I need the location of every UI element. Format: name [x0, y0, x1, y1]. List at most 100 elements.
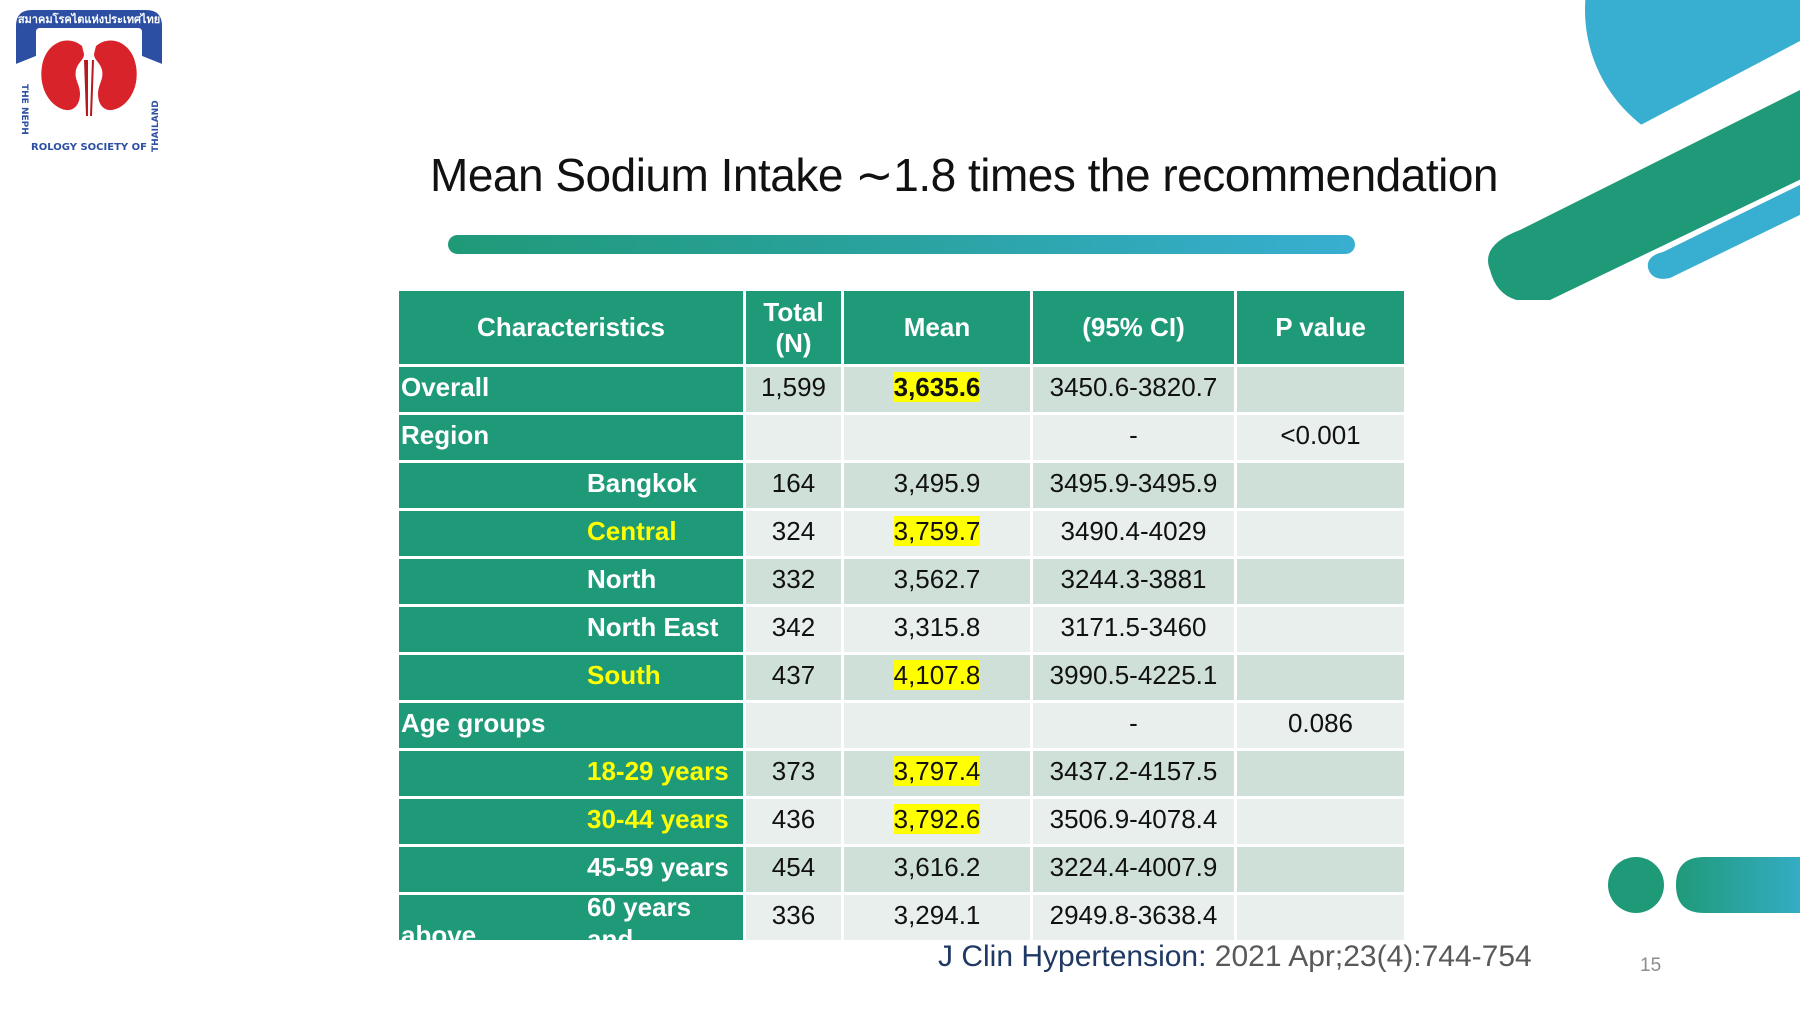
row-mean [841, 412, 1033, 463]
row-p [1234, 892, 1407, 943]
header-characteristics: Characteristics [396, 288, 746, 367]
page-number: 15 [1640, 955, 1662, 976]
row-p: <0.001 [1234, 412, 1407, 463]
row-n: 324 [743, 508, 844, 559]
table-row: Region - <0.001 [396, 412, 1407, 463]
highlighted-mean: 3,635.6 [893, 372, 981, 402]
row-ci: - [1030, 412, 1237, 463]
table-row: South 437 4,107.8 3990.5-4225.1 [396, 652, 1407, 703]
row-label: North East [396, 604, 746, 655]
svg-text:ROLOGY SOCIETY OF: ROLOGY SOCIETY OF [31, 142, 147, 153]
row-ci: 3437.2-4157.5 [1030, 748, 1237, 799]
row-label: 18-29 years [396, 748, 746, 799]
row-mean: 4,107.8 [841, 652, 1033, 703]
row-ci: 3224.4-4007.9 [1030, 844, 1237, 895]
sodium-intake-table: Characteristics Total (N) Mean (95% CI) … [396, 288, 1407, 954]
header-p-value: P value [1234, 288, 1407, 367]
decorative-shapes-bottom [1608, 857, 1800, 913]
table-row: Overall 1,599 3,635.6 3450.6-3820.7 [396, 364, 1407, 415]
row-ci: 3490.4-4029 [1030, 508, 1237, 559]
row-p [1234, 508, 1407, 559]
highlighted-mean: 3,792.6 [893, 804, 981, 834]
row-label: Overall [396, 364, 746, 415]
table-row: 18-29 years 373 3,797.4 3437.2-4157.5 [396, 748, 1407, 799]
highlighted-mean: 3,759.7 [893, 516, 981, 546]
row-n: 436 [743, 796, 844, 847]
table-row: 45-59 years 454 3,616.2 3224.4-4007.9 [396, 844, 1407, 895]
row-n: 437 [743, 652, 844, 703]
row-p: 0.086 [1234, 700, 1407, 751]
citation: J Clin Hypertension: 2021 Apr;23(4):744-… [938, 940, 1532, 974]
row-p [1234, 364, 1407, 415]
row-ci: 3495.9-3495.9 [1030, 460, 1237, 511]
decorative-shapes-top [1480, 0, 1800, 300]
row-label: 60 years and above [396, 892, 746, 954]
table-row: North East 342 3,315.8 3171.5-3460 [396, 604, 1407, 655]
row-ci: 3990.5-4225.1 [1030, 652, 1237, 703]
row-n: 336 [743, 892, 844, 943]
row-mean: 3,294.1 [841, 892, 1033, 943]
row-p [1234, 556, 1407, 607]
row-label: South [396, 652, 746, 703]
row-mean: 3,495.9 [841, 460, 1033, 511]
row-p [1234, 604, 1407, 655]
row-label-line1: 60 years and [587, 892, 692, 954]
table-header-row: Characteristics Total (N) Mean (95% CI) … [396, 288, 1407, 367]
row-n: 164 [743, 460, 844, 511]
header-total: Total (N) [743, 288, 844, 367]
row-n [743, 412, 844, 463]
row-label: 45-59 years [396, 844, 746, 895]
row-ci: 2949.8-3638.4 [1030, 892, 1237, 943]
table-row: 30-44 years 436 3,792.6 3506.9-4078.4 [396, 796, 1407, 847]
row-n [743, 700, 844, 751]
svg-text:สมาคมโรคไตแห่งประเทศไทย: สมาคมโรคไตแห่งประเทศไทย [18, 12, 160, 26]
row-mean [841, 700, 1033, 751]
row-label: North [396, 556, 746, 607]
row-mean: 3,759.7 [841, 508, 1033, 559]
row-p [1234, 796, 1407, 847]
row-n: 342 [743, 604, 844, 655]
row-n: 454 [743, 844, 844, 895]
header-mean: Mean [841, 288, 1033, 367]
row-label: Region [396, 412, 746, 463]
svg-text:THE NEPH: THE NEPH [19, 84, 29, 135]
row-mean: 3,616.2 [841, 844, 1033, 895]
row-p [1234, 460, 1407, 511]
highlighted-mean: 3,797.4 [893, 756, 981, 786]
row-mean: 3,315.8 [841, 604, 1033, 655]
row-n: 1,599 [743, 364, 844, 415]
row-ci: 3506.9-4078.4 [1030, 796, 1237, 847]
row-p [1234, 652, 1407, 703]
table-row: Age groups - 0.086 [396, 700, 1407, 751]
row-label: 30-44 years [396, 796, 746, 847]
row-mean: 3,562.7 [841, 556, 1033, 607]
table-row: Bangkok 164 3,495.9 3495.9-3495.9 [396, 460, 1407, 511]
row-mean: 3,792.6 [841, 796, 1033, 847]
header-ci: (95% CI) [1030, 288, 1237, 367]
row-mean: 3,635.6 [841, 364, 1033, 415]
highlighted-mean: 4,107.8 [893, 660, 981, 690]
table-row: North 332 3,562.7 3244.3-3881 [396, 556, 1407, 607]
row-ci: - [1030, 700, 1237, 751]
row-ci: 3244.3-3881 [1030, 556, 1237, 607]
row-ci: 3450.6-3820.7 [1030, 364, 1237, 415]
row-p [1234, 748, 1407, 799]
slide-title: Mean Sodium Intake ∼1.8 times the recomm… [430, 149, 1498, 201]
citation-reference: 2021 Apr;23(4):744-754 [1214, 940, 1532, 973]
row-ci: 3171.5-3460 [1030, 604, 1237, 655]
row-label: Bangkok [396, 460, 746, 511]
kidney-icon [41, 40, 137, 116]
row-p [1234, 844, 1407, 895]
svg-text:THAILAND: THAILAND [151, 100, 161, 152]
row-mean: 3,797.4 [841, 748, 1033, 799]
row-n: 373 [743, 748, 844, 799]
table-row: Central 324 3,759.7 3490.4-4029 [396, 508, 1407, 559]
row-label: Central [396, 508, 746, 559]
row-label: Age groups [396, 700, 746, 751]
title-underline-bar [448, 235, 1355, 254]
citation-journal: J Clin Hypertension: [938, 940, 1215, 973]
row-n: 332 [743, 556, 844, 607]
table-row: 60 years and above 336 3,294.1 2949.8-36… [396, 892, 1407, 954]
row-label-line2: above [401, 920, 477, 950]
nephrology-society-logo: สมาคมโรคไตแห่งประเทศไทย THE NEPH ROLOGY … [10, 6, 168, 156]
